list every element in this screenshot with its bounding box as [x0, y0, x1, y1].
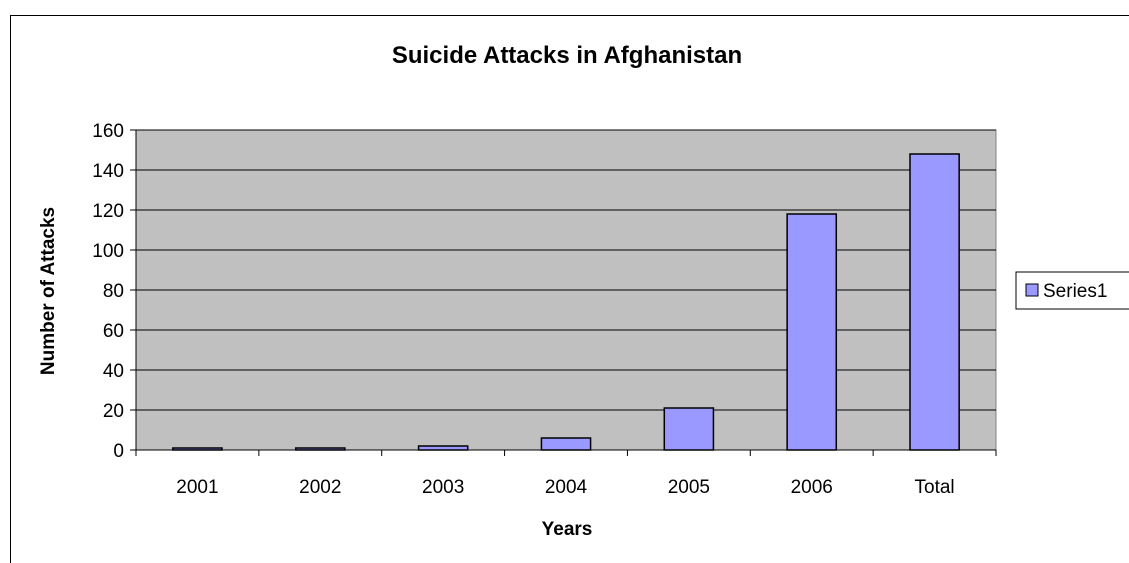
bar-2002 — [294, 447, 346, 451]
x-tick-label: Total — [915, 477, 955, 498]
chart-title: Suicide Attacks in Afghanistan — [392, 42, 742, 69]
y-tick-label: 0 — [113, 441, 124, 462]
y-tick-label: 80 — [103, 281, 124, 302]
x-tick-label: 2001 — [176, 477, 218, 498]
y-tick-label: 140 — [92, 161, 124, 182]
legend-label: Series1 — [1043, 281, 1107, 302]
legend-swatch — [1025, 283, 1039, 297]
x-tick-label: 2006 — [791, 477, 833, 498]
x-axis-label: Years — [542, 519, 593, 540]
plot-area — [135, 129, 997, 451]
bar-2005 — [663, 407, 715, 451]
chart-frame — [10, 15, 1129, 563]
x-tick-label: 2005 — [668, 477, 710, 498]
y-axis-label: Number of Attacks — [38, 207, 59, 375]
y-tick-label: 100 — [92, 241, 124, 262]
x-tick-label: 2003 — [422, 477, 464, 498]
legend: Series1 — [1015, 271, 1129, 310]
y-tick-label: 160 — [92, 121, 124, 142]
bar-total — [909, 153, 960, 451]
bar-2004 — [540, 437, 592, 451]
y-tick-label: 120 — [92, 201, 124, 222]
bars — [172, 153, 960, 451]
bar-2006 — [786, 213, 838, 451]
y-axis-ticks: 0 20 40 60 80 100 120 140 160 — [92, 121, 136, 462]
y-tick-label: 60 — [103, 321, 124, 342]
x-axis-ticks: 2001 2002 2003 2004 2005 2006 Total — [135, 450, 997, 498]
bar-2003 — [417, 445, 469, 451]
bar-2001 — [172, 447, 223, 451]
y-tick-label: 40 — [103, 361, 124, 382]
x-tick-label: 2004 — [545, 477, 588, 498]
y-tick-label: 20 — [103, 401, 124, 422]
x-tick-label: 2002 — [299, 477, 341, 498]
